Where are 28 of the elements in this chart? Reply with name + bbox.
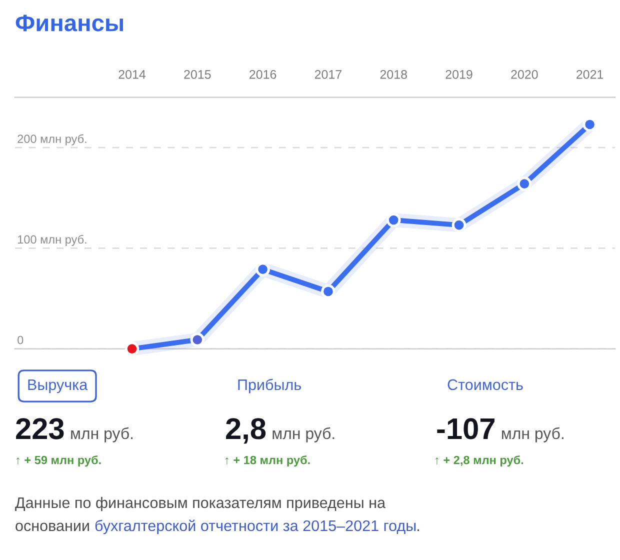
x-tick-label: 2020 (511, 70, 538, 79)
x-tick-label: 2021 (576, 70, 604, 79)
text: . (418, 529, 419, 531)
text: ↑ + 59 млн руб. (16, 455, 101, 467)
x-tick-label: 2015 (184, 70, 211, 79)
text: млн руб. (71, 427, 133, 442)
text: Прибыль (238, 378, 301, 394)
x-tick-label: 2018 (380, 70, 407, 79)
text: ↑ + 18 млн руб. (226, 455, 310, 467)
text: основании (16, 522, 89, 532)
x-tick-label: 2016 (250, 70, 276, 79)
text: Стоимость (448, 379, 523, 390)
text: -107 (437, 418, 494, 440)
chart-title: Финансы (16, 14, 123, 32)
x-tick-label: 2014 (118, 70, 146, 79)
x-tick-label: 2019 (446, 70, 472, 79)
text: Выручка (28, 379, 88, 394)
text: 223 (16, 418, 64, 440)
y-tick-label: 100 млн руб. (18, 234, 86, 246)
y-tick-label: 200 млн руб. (18, 134, 86, 146)
text: Данные по финансовым показателям приведены на (15, 496, 386, 512)
text: бухгалтерской отчетности за 2015–2021 годы (95, 520, 416, 534)
x-tick-label: 2017 (314, 70, 342, 79)
text: млн руб. (502, 427, 564, 442)
y-tick-label: 0 (18, 336, 24, 344)
text: 2,8 (226, 418, 266, 444)
text: млн руб. (272, 427, 334, 442)
text: ↑ + 2,8 млн руб. (436, 455, 524, 467)
